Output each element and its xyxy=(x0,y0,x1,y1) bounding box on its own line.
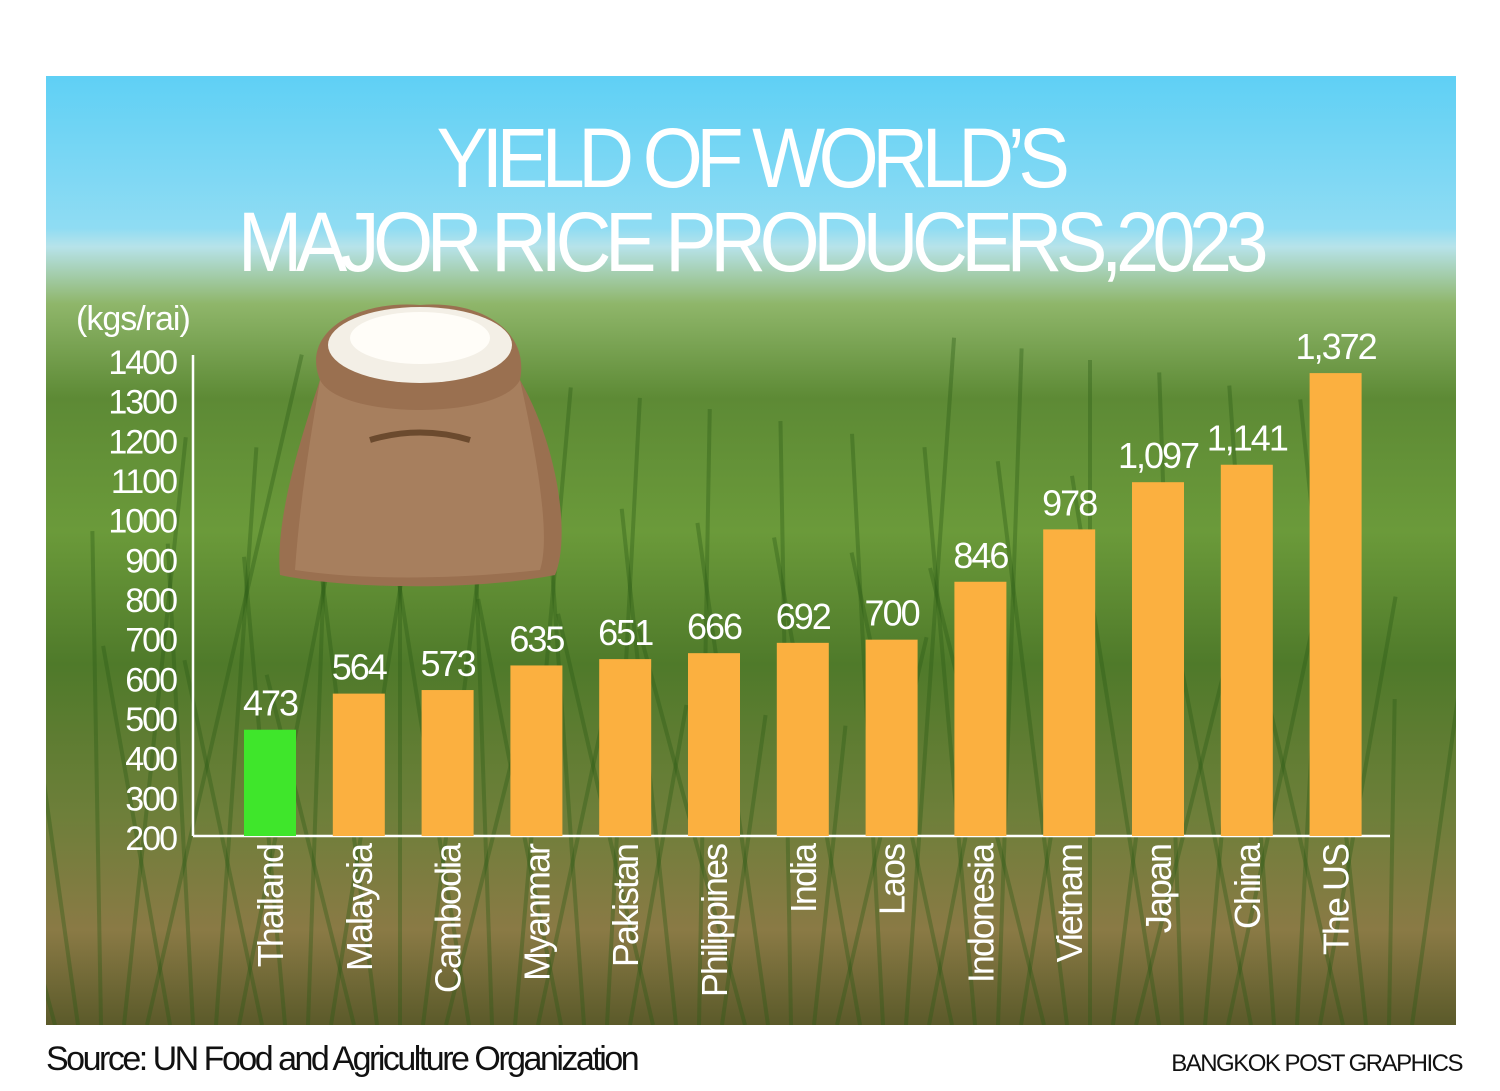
bar-cambodia xyxy=(421,690,474,836)
value-label: 846 xyxy=(953,535,1008,576)
value-label: 573 xyxy=(421,643,476,684)
value-label: 651 xyxy=(598,612,653,653)
y-tick-label: 1300 xyxy=(108,384,177,422)
credit-note: BANGKOK POST GRAPHICS xyxy=(1171,1050,1463,1077)
chart-title-line-1: YIELD OF WORLD’S xyxy=(436,111,1070,205)
category-label: Thailand xyxy=(250,845,291,967)
bar-china xyxy=(1220,464,1273,836)
rice-sack-illustration xyxy=(279,304,562,587)
category-label: India xyxy=(783,842,824,913)
bar-thailand xyxy=(244,729,296,836)
category-label: Malaysia xyxy=(339,842,380,971)
bar-japan xyxy=(1132,482,1184,836)
category-label: Indonesia xyxy=(960,842,1001,983)
value-label: 978 xyxy=(1042,482,1097,523)
value-label: 692 xyxy=(776,596,831,637)
y-tick-label: 200 xyxy=(125,820,177,858)
value-label: 635 xyxy=(509,618,564,659)
y-tick-label: 600 xyxy=(125,661,177,699)
grass-blade xyxy=(398,470,402,1025)
y-tick-label: 800 xyxy=(125,582,177,620)
y-tick-label: 1400 xyxy=(108,344,177,382)
bar-indonesia xyxy=(954,581,1007,836)
source-note: Source: UN Food and Agriculture Organiza… xyxy=(46,1040,640,1078)
bar-malaysia xyxy=(332,693,385,836)
value-label: 1,141 xyxy=(1207,418,1288,459)
value-label: 1,372 xyxy=(1296,326,1377,367)
bar-vietnam xyxy=(1043,529,1096,836)
category-label: Pakistan xyxy=(605,845,646,967)
value-label: 564 xyxy=(332,647,387,688)
bar-india xyxy=(776,642,829,836)
y-tick-label: 400 xyxy=(125,741,177,779)
bar-myanmar xyxy=(510,665,563,836)
value-label: 1,097 xyxy=(1118,435,1199,476)
category-label: Japan xyxy=(1138,845,1179,933)
y-tick-label: 1000 xyxy=(108,503,177,541)
bar-philippines xyxy=(688,653,740,836)
category-label: Laos xyxy=(872,844,913,915)
y-tick-label: 300 xyxy=(125,780,177,818)
bar-laos xyxy=(865,639,918,836)
y-tick-label: 500 xyxy=(125,701,177,739)
y-tick-label: 1200 xyxy=(108,423,177,461)
bar-pakistan xyxy=(599,659,652,836)
category-label: China xyxy=(1227,842,1268,929)
chart-title-line-2: MAJOR RICE PRODUCERS,2023 xyxy=(237,195,1269,289)
value-label: 473 xyxy=(243,683,298,724)
y-tick-label: 1100 xyxy=(111,463,177,501)
category-label: Vietnam xyxy=(1049,845,1090,962)
y-tick-label: 700 xyxy=(125,622,177,660)
category-label: The US xyxy=(1316,844,1357,955)
value-label: 700 xyxy=(865,593,920,634)
value-label: 666 xyxy=(687,606,742,647)
category-label: Myanmar xyxy=(516,843,557,981)
y-tick-label: 900 xyxy=(125,542,177,580)
category-label: Philippines xyxy=(694,844,735,997)
y-axis-unit-label: (kgs/rai) xyxy=(76,300,190,338)
category-label: Cambodia xyxy=(428,842,469,993)
bar-the-us xyxy=(1309,373,1362,836)
